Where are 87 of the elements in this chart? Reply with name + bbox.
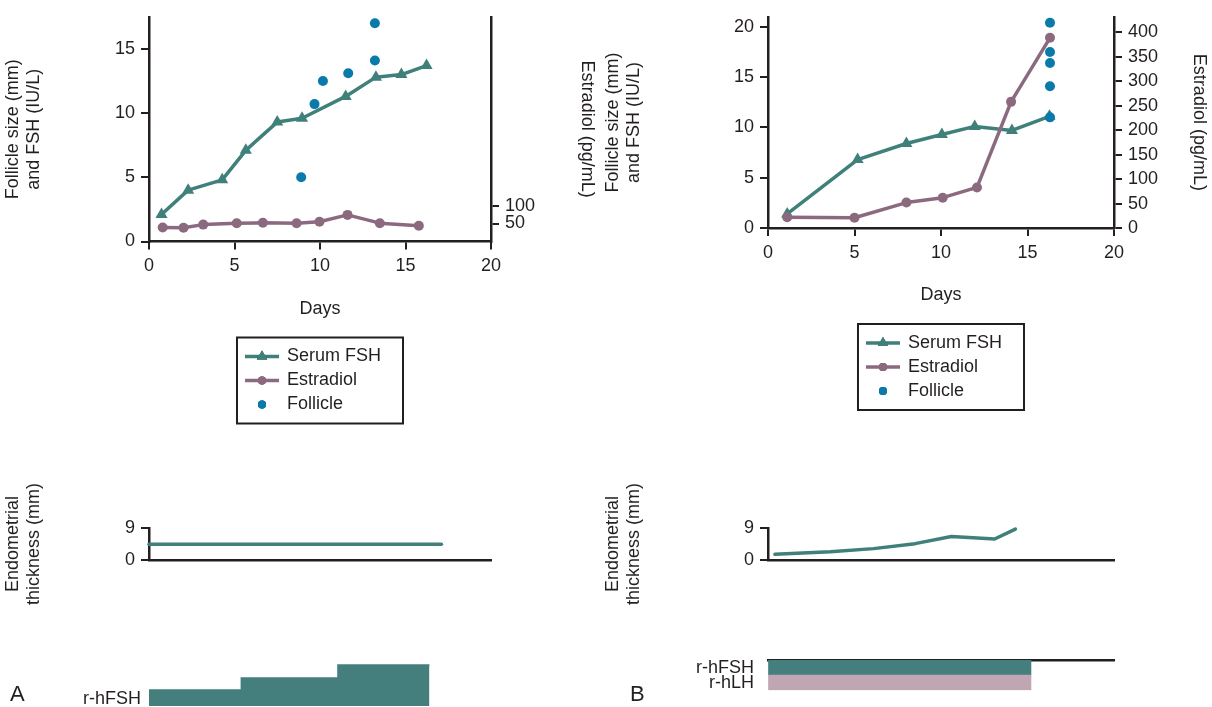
y-axis-title: Endometrial thickness (mm) — [1, 482, 44, 606]
point — [971, 182, 982, 193]
y2-tick-label: 350 — [1128, 45, 1159, 66]
point — [1044, 47, 1055, 57]
legend-label: Serum FSH — [286, 345, 382, 366]
y-tick-label: 20 — [733, 15, 754, 36]
point — [1044, 58, 1055, 69]
point — [198, 219, 209, 230]
y-axis-title: Follicle size (mm) and FSH (IU/L) — [1, 59, 44, 200]
point — [309, 99, 320, 110]
y-tick-label: 10 — [733, 116, 754, 137]
point — [413, 220, 424, 231]
legend-label: Follicle — [907, 379, 965, 400]
x-tick-label: 20 — [1103, 241, 1125, 262]
y2-tick-label: 50 — [1128, 192, 1149, 213]
point — [155, 207, 168, 219]
legend-label: Estradiol — [907, 355, 979, 376]
y-axis-title: Follicle size (mm) and FSH (IU/L) — [601, 52, 644, 193]
y2-tick-label: 250 — [1128, 94, 1159, 115]
point — [1044, 81, 1055, 92]
y-tick-label: 15 — [733, 66, 754, 87]
x-tick-label: 5 — [849, 241, 860, 262]
y2-axis-title: Estradiol (pg/mL) — [1190, 53, 1211, 191]
y-tick-label: 0 — [124, 548, 135, 569]
point — [271, 115, 284, 126]
point — [317, 76, 328, 86]
point — [157, 222, 168, 233]
legend-label: Serum FSH — [907, 331, 1003, 352]
y2-axis-title: Estradiol (pg/mL) — [578, 60, 599, 198]
point — [295, 111, 309, 122]
point — [178, 222, 189, 233]
point — [395, 67, 408, 79]
point — [935, 127, 948, 138]
x-tick-label: 0 — [143, 255, 155, 276]
y-tick-label: 0 — [743, 216, 754, 237]
point — [314, 216, 325, 227]
y-tick-label: 9 — [124, 516, 135, 537]
point — [343, 68, 354, 79]
point — [369, 55, 380, 66]
point — [849, 212, 860, 223]
point — [1005, 123, 1018, 134]
x-tick-label: 5 — [229, 255, 240, 276]
point — [1006, 96, 1017, 107]
point — [782, 212, 793, 223]
y-tick-label: 10 — [114, 102, 135, 123]
point — [937, 192, 948, 203]
y-tick-label: 15 — [114, 37, 135, 58]
x-tick-label: 0 — [762, 241, 774, 262]
point — [296, 172, 307, 183]
point — [374, 218, 385, 229]
y-tick-label: 0 — [743, 548, 754, 569]
point — [257, 217, 268, 228]
y2-tick-label: 400 — [1128, 21, 1159, 42]
y2-tick-label: 0 — [1128, 216, 1139, 237]
x-tick-label: 10 — [309, 255, 331, 276]
x-axis-title: Days — [299, 297, 341, 318]
point — [1044, 17, 1055, 28]
x-axis-title: Days — [920, 284, 962, 305]
point — [851, 152, 864, 164]
x-tick-label: 20 — [480, 255, 502, 276]
x-tick-label: 10 — [930, 241, 952, 262]
y2-tick-label: 50 — [505, 212, 526, 233]
text: A — [10, 681, 25, 707]
y-axis-title: Endometrial thickness (mm) — [601, 482, 644, 606]
point — [369, 18, 380, 29]
y-tick-label: 5 — [743, 166, 754, 187]
point — [342, 209, 353, 220]
y2-tick-label: 100 — [505, 194, 536, 215]
y2-tick-label: 100 — [1128, 168, 1159, 189]
y-tick-label: 5 — [124, 166, 135, 187]
x-tick-label: 15 — [1017, 241, 1038, 262]
y2-tick-label: 200 — [1128, 119, 1159, 140]
point — [1044, 32, 1055, 43]
point — [901, 197, 912, 208]
text: B — [630, 681, 645, 707]
point — [291, 218, 302, 229]
legend-label: Follicle — [286, 393, 344, 414]
y2-tick-label: 150 — [1128, 143, 1159, 164]
point — [182, 183, 195, 194]
legend-label: Estradiol — [286, 369, 358, 390]
x-tick-label: 15 — [395, 255, 416, 276]
y2-tick-label: 300 — [1128, 70, 1159, 91]
y-tick-label: 9 — [743, 516, 754, 537]
point — [239, 143, 252, 154]
point — [968, 119, 981, 130]
point — [216, 172, 229, 184]
point — [231, 218, 242, 229]
